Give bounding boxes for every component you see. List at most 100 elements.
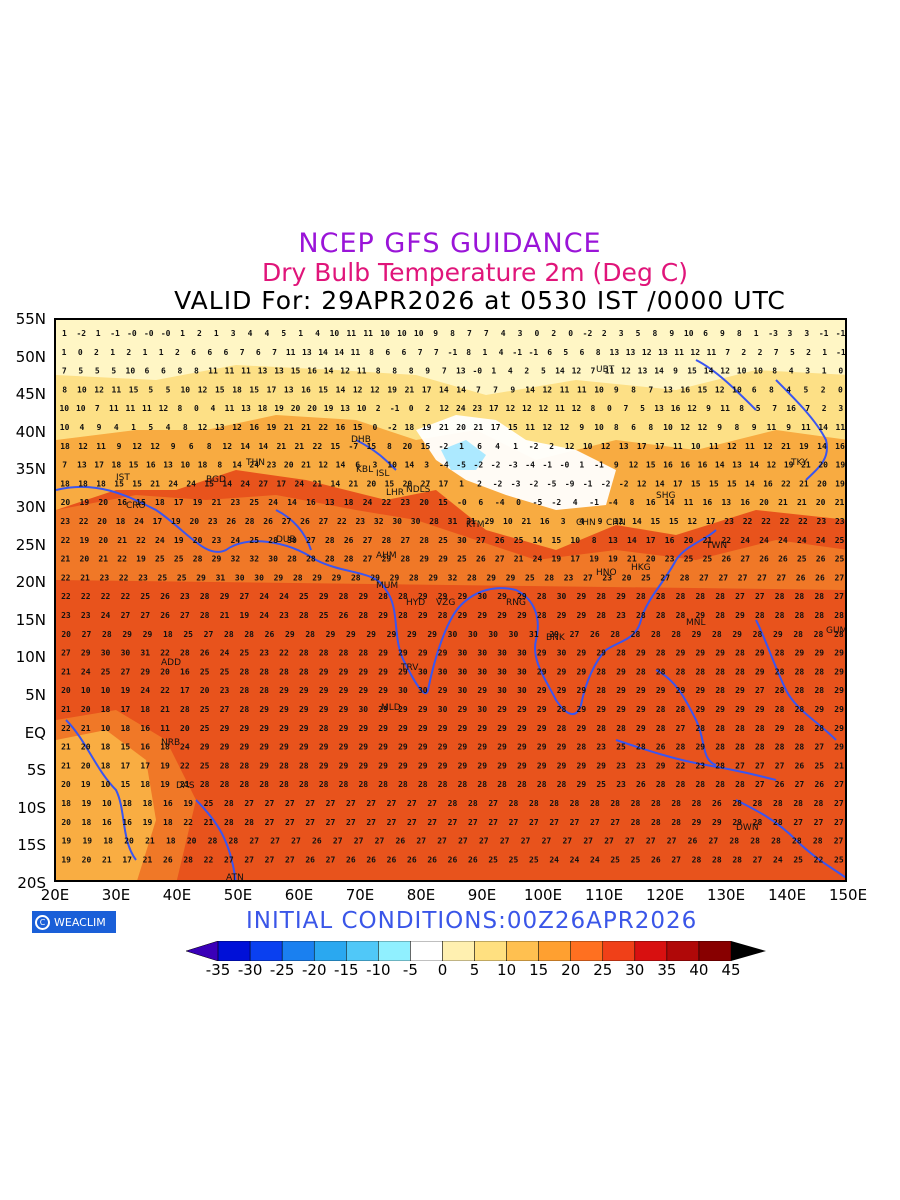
grid-value: 28 (814, 799, 824, 808)
grid-value: 12 (506, 404, 516, 413)
grid-value: 28 (775, 592, 785, 601)
temperature-map[interactable]: 1 -2 1 -1 -0 -0 -0 1 2 1 3 4 4 5 1 4 10 11 11 10 10 10 9 8 7 7 4 3 0… (54, 318, 847, 882)
grid-value: 12 (642, 348, 652, 357)
colorbar-swatch (474, 941, 507, 961)
grid-value: 29 (656, 686, 666, 695)
grid-value: 5 (541, 367, 546, 376)
grid-value: 13 (626, 348, 636, 357)
grid-value: 29 (358, 592, 368, 601)
grid-value: 29 (358, 724, 368, 733)
grid-value: 29 (712, 818, 722, 827)
grid-value: 28 (775, 705, 785, 714)
grid-value: 28 (319, 724, 329, 733)
station-label: NRB (161, 738, 180, 748)
grid-value: 26 (263, 517, 273, 526)
grid-value: 28 (616, 724, 626, 733)
grid-value: 13 (610, 348, 620, 357)
grid-value: 27 (755, 761, 765, 770)
colorbar (186, 941, 766, 961)
grid-value: 28 (596, 611, 606, 620)
grid-value: 21 (117, 536, 127, 545)
grid-value: 15 (709, 479, 719, 488)
grid-value: 12 (715, 385, 725, 394)
grid-value: 18 (405, 423, 415, 432)
grid-value: 13 (654, 404, 664, 413)
grid-value: -0 (127, 329, 137, 338)
grid-value: 21 (81, 724, 91, 733)
grid-value: 19 (387, 385, 397, 394)
grid-value: 29 (616, 705, 626, 714)
grid-value: 14 (525, 385, 535, 394)
grid-value: 30 (517, 686, 527, 695)
grid-value: 28 (695, 667, 705, 676)
grid-value: 20 (61, 498, 71, 507)
grid-value: 25 (529, 855, 539, 864)
grid-value: 28 (795, 724, 805, 733)
grid-value: 23 (616, 761, 626, 770)
grid-value: 27 (834, 818, 844, 827)
grid-value: 20 (818, 461, 828, 470)
grid-value: 12 (565, 442, 575, 451)
grid-value: 21 (145, 837, 155, 846)
station-label: DHB (351, 435, 371, 445)
grid-value: 24 (81, 667, 91, 676)
grid-value: 29 (458, 611, 468, 620)
grid-value: 4 (499, 348, 504, 357)
grid-value: 9 (673, 367, 678, 376)
grid-value: 19 (784, 461, 794, 470)
grid-value: 14 (655, 479, 665, 488)
grid-value: 19 (836, 461, 846, 470)
grid-value: 28 (793, 799, 803, 808)
grid-value: 29 (477, 686, 487, 695)
grid-value: 12 (614, 517, 624, 526)
grid-value: 6 (752, 385, 757, 394)
grid-value: 27 (282, 517, 292, 526)
colorbar-swatch (346, 941, 379, 961)
grid-value: 29 (438, 724, 448, 733)
grid-value: 27 (755, 592, 765, 601)
grid-value: 28 (631, 630, 641, 639)
grid-value: 8 (596, 348, 601, 357)
grid-value: 28 (671, 799, 681, 808)
grid-value: 29 (259, 743, 269, 752)
grid-value: 19 (121, 686, 131, 695)
grid-value: 19 (174, 536, 184, 545)
grid-value: 27 (333, 837, 343, 846)
grid-value: 23 (100, 573, 110, 582)
grid-value: 21 (143, 855, 153, 864)
grid-value: 0 (838, 367, 843, 376)
grid-value: 28 (735, 667, 745, 676)
grid-value: 20 (817, 479, 827, 488)
grid-value: 13 (663, 385, 673, 394)
grid-value: 16 (540, 517, 550, 526)
grid-value: 29 (486, 573, 496, 582)
grid-value: 25 (703, 555, 713, 564)
grid-value: 19 (193, 498, 203, 507)
grid-value: 16 (306, 498, 316, 507)
grid-value: 10 (60, 423, 70, 432)
lat-label: 30N (15, 498, 46, 516)
grid-value: 31 (140, 649, 150, 658)
grid-value: 30 (235, 573, 245, 582)
grid-value: 30 (517, 649, 527, 658)
grid-value: 18 (232, 385, 242, 394)
grid-value: 30 (468, 630, 478, 639)
grid-value: 12 (78, 442, 88, 451)
grid-value: 20 (367, 479, 377, 488)
grid-value: 15 (421, 442, 431, 451)
grid-value: 27 (285, 855, 295, 864)
grid-value: 14 (331, 479, 341, 488)
grid-value: 19 (61, 855, 71, 864)
colorbar-label: 20 (561, 961, 581, 979)
grid-value: 29 (220, 592, 230, 601)
grid-value: 1 (110, 348, 115, 357)
colorbar-label: -10 (366, 961, 391, 979)
station-label: KBL (356, 465, 373, 475)
grid-value: 11 (286, 348, 296, 357)
grid-value: 27 (326, 799, 336, 808)
grid-value: 21 (220, 611, 230, 620)
grid-value: 18 (101, 743, 111, 752)
grid-value: 30 (438, 705, 448, 714)
grid-value: 29 (427, 630, 437, 639)
grid-value: 28 (259, 780, 269, 789)
